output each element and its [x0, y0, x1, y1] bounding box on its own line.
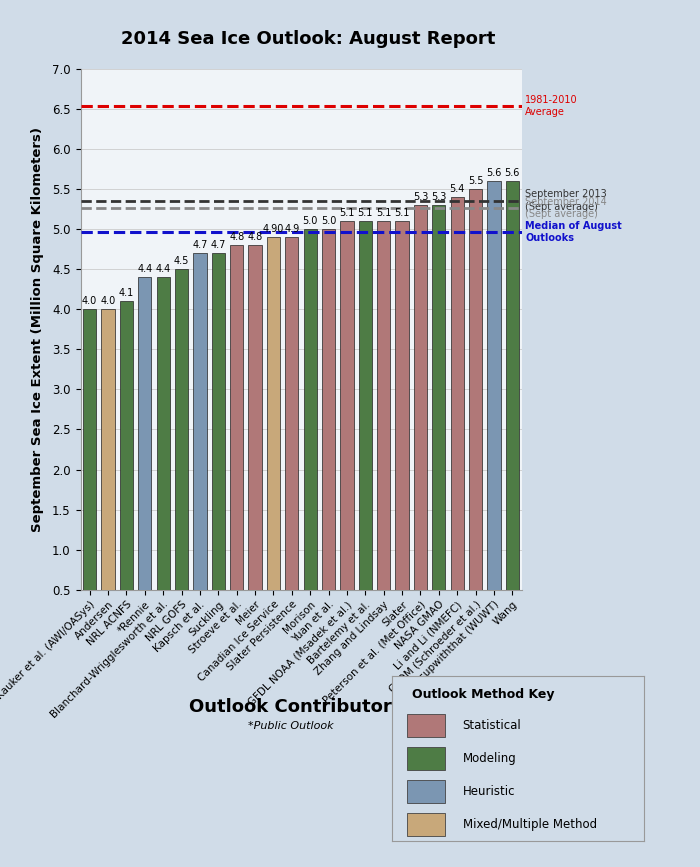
Text: 4.7: 4.7: [211, 240, 226, 251]
Bar: [407, 714, 445, 737]
Text: 5.0: 5.0: [302, 216, 318, 226]
Bar: [175, 270, 188, 629]
Text: 4.8: 4.8: [229, 232, 244, 242]
Bar: [505, 181, 519, 629]
Text: 5.1: 5.1: [340, 208, 355, 218]
Text: 4.4: 4.4: [137, 264, 153, 274]
Bar: [285, 238, 298, 629]
Bar: [451, 198, 464, 629]
Text: Median of August
Outlooks: Median of August Outlooks: [525, 220, 622, 243]
Bar: [432, 205, 445, 629]
Text: 4.4: 4.4: [155, 264, 171, 274]
Bar: [230, 245, 244, 629]
Text: 5.5: 5.5: [468, 176, 483, 186]
Text: 4.1: 4.1: [119, 288, 134, 298]
Bar: [414, 205, 427, 629]
Bar: [407, 813, 445, 836]
Text: 5.6: 5.6: [505, 168, 520, 179]
Text: 4.5: 4.5: [174, 257, 189, 266]
Bar: [340, 221, 354, 629]
Bar: [395, 221, 409, 629]
Bar: [469, 189, 482, 629]
Text: 4.8: 4.8: [247, 232, 262, 242]
Bar: [358, 221, 372, 629]
Y-axis label: September Sea Ice Extent (Million Square Kilometers): September Sea Ice Extent (Million Square…: [31, 127, 44, 532]
Text: 5.3: 5.3: [413, 192, 428, 202]
Text: 1981-2010
Average: 1981-2010 Average: [525, 95, 578, 117]
Text: 4.7: 4.7: [193, 240, 208, 251]
Text: 4.0: 4.0: [100, 297, 116, 306]
Text: 4.9: 4.9: [284, 225, 300, 234]
Bar: [138, 277, 151, 629]
Text: 5.1: 5.1: [394, 208, 410, 218]
Text: September 2014
(Sept average): September 2014 (Sept average): [525, 197, 607, 219]
Bar: [102, 310, 115, 629]
Bar: [487, 181, 500, 629]
Bar: [267, 238, 280, 629]
Text: Heuristic: Heuristic: [463, 786, 515, 798]
Text: September 2013
(Sept average): September 2013 (Sept average): [525, 189, 607, 212]
Text: Statistical: Statistical: [463, 720, 522, 732]
Bar: [120, 302, 133, 629]
Text: 5.3: 5.3: [431, 192, 447, 202]
Bar: [377, 221, 391, 629]
Text: Mixed/Multiple Method: Mixed/Multiple Method: [463, 818, 596, 831]
Text: 5.4: 5.4: [449, 184, 465, 194]
Text: 5.1: 5.1: [376, 208, 391, 218]
Bar: [211, 253, 225, 629]
Text: 2014 Sea Ice Outlook: August Report: 2014 Sea Ice Outlook: August Report: [121, 30, 495, 49]
Bar: [157, 277, 170, 629]
Text: 4.90: 4.90: [262, 225, 284, 234]
Text: 5.6: 5.6: [486, 168, 502, 179]
Bar: [304, 230, 317, 629]
Bar: [83, 310, 97, 629]
Text: 4.0: 4.0: [82, 297, 97, 306]
Bar: [322, 230, 335, 629]
Bar: [248, 245, 262, 629]
Bar: [193, 253, 206, 629]
Text: *Public Outlook: *Public Outlook: [248, 721, 333, 732]
Text: Outlook Contributor: Outlook Contributor: [189, 698, 392, 716]
Bar: [407, 747, 445, 770]
Text: Modeling: Modeling: [463, 753, 517, 765]
Text: 5.1: 5.1: [358, 208, 373, 218]
Text: Outlook Method Key: Outlook Method Key: [412, 688, 554, 701]
Text: 5.0: 5.0: [321, 216, 336, 226]
Bar: [407, 780, 445, 803]
